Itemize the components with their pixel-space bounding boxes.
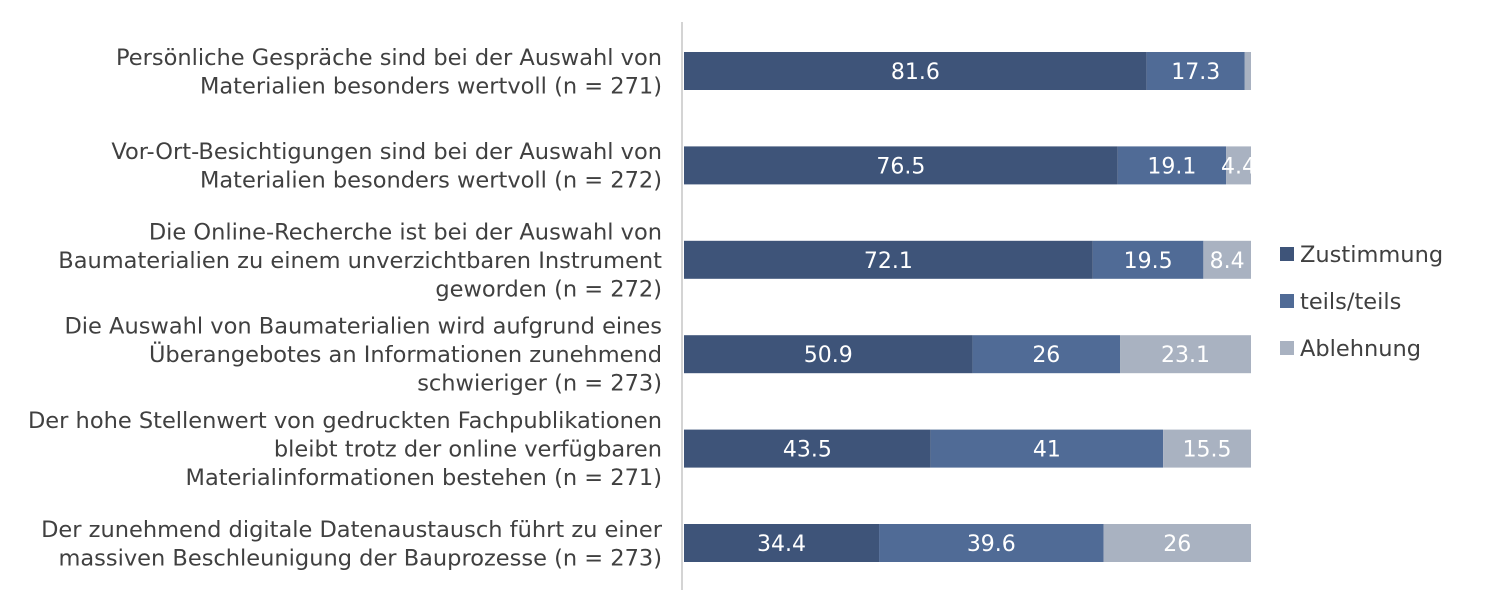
- legend-label: Zustimmung: [1300, 242, 1443, 268]
- legend-swatch: [1280, 247, 1294, 261]
- legend-label: Ablehnung: [1300, 336, 1421, 362]
- data-label: 4.4: [1221, 154, 1256, 179]
- category-label: Persönliche Gespräche sind bei der Auswa…: [116, 45, 662, 100]
- category-label-line: Materialinformationen bestehen (n = 271): [186, 465, 662, 491]
- bar-segment-teilsteils: [972, 335, 1121, 374]
- category-label-line: Persönliche Gespräche sind bei der Auswa…: [116, 45, 662, 71]
- category-label-line: bleibt trotz der online verfügbaren: [274, 437, 662, 463]
- category-label-line: Vor-Ort-Besichtigungen sind bei der Ausw…: [111, 139, 662, 165]
- bar-segment-ablehnung: [1244, 52, 1251, 90]
- bar-segment-teilsteils: [930, 429, 1164, 468]
- category-label-line: Überangebotes an Informationen zunehmend: [149, 340, 662, 368]
- data-label: 76.5: [876, 154, 925, 179]
- data-label: 17.3: [1171, 60, 1220, 85]
- bar-segment-zustimmung: [684, 146, 1118, 185]
- bar-segment-teilsteils: [1092, 240, 1204, 279]
- bar-segment-zustimmung: [684, 52, 1147, 90]
- category-label: Vor-Ort-Besichtigungen sind bei der Ausw…: [111, 139, 662, 194]
- legend-label: teils/teils: [1300, 289, 1401, 315]
- category-label-line: Der zunehmend digitale Datenaustausch fü…: [41, 517, 663, 543]
- data-label: 15.5: [1183, 438, 1232, 463]
- data-label: 19.5: [1124, 249, 1173, 274]
- legend-swatch: [1280, 294, 1294, 308]
- bar-segment-teilsteils: [1117, 146, 1227, 185]
- data-label: 50.9: [804, 343, 853, 368]
- data-label: 41: [1033, 438, 1061, 463]
- bar-segment-ablehnung: [1203, 240, 1251, 279]
- category-label-line: Die Online-Recherche ist bei der Auswahl…: [149, 219, 662, 245]
- bar-segment-zustimmung: [684, 335, 973, 374]
- category-label-line: Materialien besonders wertvoll (n = 271): [200, 73, 662, 99]
- bar-segment-ablehnung: [1120, 335, 1251, 374]
- legend-swatch: [1280, 341, 1294, 355]
- category-label-line: Baumaterialien zu einem unverzichtbaren …: [58, 248, 662, 274]
- data-label: 26: [1163, 532, 1191, 557]
- category-label: Der zunehmend digitale Datenaustausch fü…: [41, 517, 663, 572]
- data-label: 43.5: [783, 438, 832, 463]
- category-label-line: schwieriger (n = 273): [417, 371, 662, 397]
- category-label-line: Die Auswahl von Baumaterialien wird aufg…: [64, 314, 662, 340]
- data-label: 19.1: [1147, 154, 1196, 179]
- bar-segment-zustimmung: [684, 524, 880, 562]
- category-label-line: geworden (n = 272): [435, 276, 662, 302]
- bar-segment-zustimmung: [684, 429, 931, 468]
- category-label: Die Auswahl von Baumaterialien wird aufg…: [64, 314, 662, 397]
- data-label: 34.4: [757, 532, 806, 557]
- data-label: 26: [1032, 343, 1060, 368]
- bar-segment-teilsteils: [1146, 52, 1245, 90]
- data-label: 72.1: [864, 249, 913, 274]
- data-label: 8.4: [1210, 249, 1245, 274]
- data-label: 23.1: [1161, 343, 1210, 368]
- bar-segment-teilsteils: [879, 524, 1104, 562]
- bar-segment-ablehnung: [1103, 524, 1251, 562]
- category-label-line: massiven Beschleunigung der Bauprozesse …: [58, 545, 662, 571]
- data-label: 39.6: [967, 532, 1016, 557]
- data-label: 81.6: [891, 60, 940, 85]
- bar-segment-ablehnung: [1226, 146, 1251, 185]
- category-label-line: Der hohe Stellenwert von gedruckten Fach…: [28, 408, 662, 434]
- category-label-line: Materialien besonders wertvoll (n = 272): [200, 168, 662, 194]
- bar-segment-ablehnung: [1163, 429, 1251, 468]
- category-label: Der hohe Stellenwert von gedruckten Fach…: [28, 408, 662, 491]
- category-label: Die Online-Recherche ist bei der Auswahl…: [58, 219, 662, 302]
- bar-segment-zustimmung: [684, 240, 1093, 279]
